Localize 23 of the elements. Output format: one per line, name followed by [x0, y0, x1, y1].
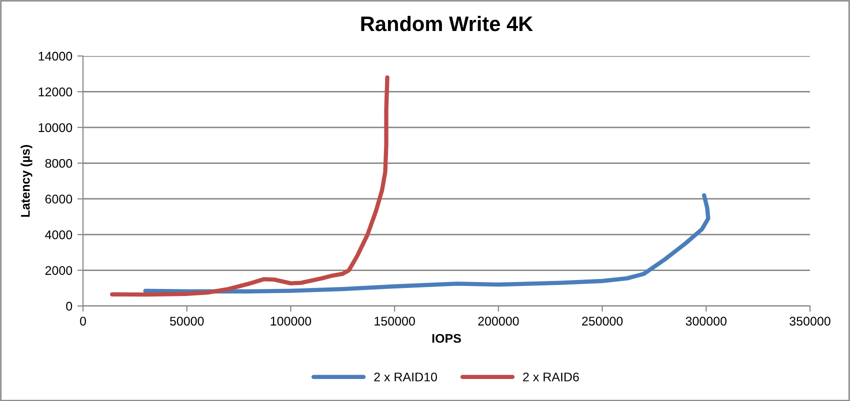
x-tick-label: 50000 — [170, 316, 204, 326]
x-tick-label: 0 — [80, 316, 86, 326]
legend-label: 2 x RAID6 — [523, 372, 579, 382]
y-tick-label: 12000 — [38, 88, 72, 96]
legend-label: 2 x RAID10 — [374, 372, 437, 382]
x-tick-label: 300000 — [686, 316, 727, 326]
y-tick-label: 2000 — [45, 266, 72, 275]
x-axis-title: IOPS — [432, 334, 461, 343]
y-tick-label: 6000 — [45, 194, 72, 204]
line-series — [110, 75, 390, 297]
y-tick-label: 8000 — [45, 158, 72, 168]
y-axis-title: Latency (µs) — [20, 145, 32, 217]
x-tick-label: 100000 — [270, 316, 312, 326]
line-series — [143, 193, 710, 294]
y-tick-label: 4000 — [45, 230, 72, 240]
chart-title: Random Write 4K — [361, 16, 533, 32]
x-tick-label: 200000 — [478, 316, 519, 326]
y-tick-label: 10000 — [38, 123, 72, 132]
y-tick-label: 14000 — [38, 52, 72, 61]
x-tick-label: 350000 — [790, 316, 830, 326]
x-tick-label: 150000 — [374, 316, 415, 326]
y-tick-label: 0 — [66, 302, 72, 311]
x-tick-label: 250000 — [582, 316, 623, 326]
